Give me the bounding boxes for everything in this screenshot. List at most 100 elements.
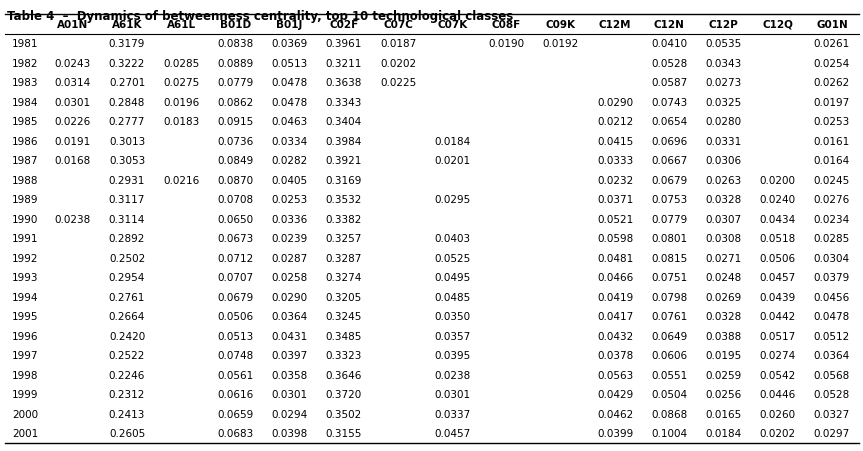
Text: 0.0285: 0.0285 <box>814 234 850 244</box>
Text: 0.0504: 0.0504 <box>652 390 687 400</box>
Text: 0.0245: 0.0245 <box>814 176 850 186</box>
Text: 0.2761: 0.2761 <box>109 293 145 303</box>
Text: 0.0513: 0.0513 <box>217 332 254 342</box>
Text: 0.0301: 0.0301 <box>434 390 470 400</box>
Text: 0.0506: 0.0506 <box>759 254 796 264</box>
Text: 0.2931: 0.2931 <box>109 176 145 186</box>
Text: 1992: 1992 <box>12 254 39 264</box>
Text: C12N: C12N <box>654 20 684 30</box>
Text: 0.0258: 0.0258 <box>272 273 308 283</box>
Text: 0.0395: 0.0395 <box>434 351 470 361</box>
Text: 0.0297: 0.0297 <box>814 429 850 439</box>
Text: 0.0399: 0.0399 <box>597 429 633 439</box>
Text: 0.0164: 0.0164 <box>814 156 850 166</box>
Text: 0.0243: 0.0243 <box>54 59 91 69</box>
Text: 0.3404: 0.3404 <box>325 117 362 127</box>
Text: 0.0202: 0.0202 <box>759 429 796 439</box>
Text: 1993: 1993 <box>12 273 39 283</box>
Text: 0.3961: 0.3961 <box>325 39 362 49</box>
Text: 2001: 2001 <box>12 429 39 439</box>
Text: 1987: 1987 <box>12 156 39 166</box>
Text: 0.0196: 0.0196 <box>163 98 199 108</box>
Text: 0.0683: 0.0683 <box>217 429 254 439</box>
Text: 0.0212: 0.0212 <box>597 117 633 127</box>
Text: 0.0815: 0.0815 <box>651 254 687 264</box>
Text: 0.0485: 0.0485 <box>434 293 470 303</box>
Text: 0.0446: 0.0446 <box>759 390 796 400</box>
Text: 0.3638: 0.3638 <box>325 78 362 88</box>
Text: 0.0398: 0.0398 <box>272 429 308 439</box>
Text: 0.0862: 0.0862 <box>217 98 254 108</box>
Text: 0.0274: 0.0274 <box>759 351 796 361</box>
Text: 0.3245: 0.3245 <box>325 312 362 322</box>
Text: 1990: 1990 <box>12 215 39 225</box>
Text: 0.2420: 0.2420 <box>109 332 145 342</box>
Text: 0.0542: 0.0542 <box>759 371 796 381</box>
Text: 0.0226: 0.0226 <box>54 117 91 127</box>
Text: 0.0168: 0.0168 <box>54 156 91 166</box>
Text: 0.0649: 0.0649 <box>651 332 687 342</box>
Text: 0.0667: 0.0667 <box>651 156 687 166</box>
Text: 0.0712: 0.0712 <box>217 254 254 264</box>
Text: 0.3205: 0.3205 <box>325 293 362 303</box>
Text: 0.0466: 0.0466 <box>597 273 633 283</box>
Text: 0.0273: 0.0273 <box>705 78 741 88</box>
Text: 0.0517: 0.0517 <box>759 332 796 342</box>
Text: 0.0779: 0.0779 <box>217 78 254 88</box>
Text: 0.0751: 0.0751 <box>651 273 687 283</box>
Text: 0.0328: 0.0328 <box>705 312 741 322</box>
Text: 0.0271: 0.0271 <box>705 254 741 264</box>
Text: 1999: 1999 <box>12 390 39 400</box>
Text: 0.0478: 0.0478 <box>272 78 308 88</box>
Text: 0.0294: 0.0294 <box>272 410 308 420</box>
Text: 0.0753: 0.0753 <box>651 195 687 205</box>
Text: C12Q: C12Q <box>762 20 793 30</box>
Text: 0.0328: 0.0328 <box>705 195 741 205</box>
Text: 0.3382: 0.3382 <box>325 215 362 225</box>
Text: 0.0301: 0.0301 <box>272 390 308 400</box>
Text: 0.0190: 0.0190 <box>488 39 525 49</box>
Text: 0.0275: 0.0275 <box>163 78 199 88</box>
Text: 0.0679: 0.0679 <box>651 176 687 186</box>
Text: 0.0696: 0.0696 <box>651 137 687 147</box>
Text: 0.0364: 0.0364 <box>272 312 308 322</box>
Text: 0.0429: 0.0429 <box>597 390 633 400</box>
Text: 0.3257: 0.3257 <box>325 234 362 244</box>
Text: 0.2246: 0.2246 <box>109 371 145 381</box>
Text: B01D: B01D <box>220 20 251 30</box>
Text: 0.0254: 0.0254 <box>814 59 850 69</box>
Text: C02F: C02F <box>330 20 358 30</box>
Text: 1984: 1984 <box>12 98 39 108</box>
Text: C08F: C08F <box>492 20 521 30</box>
Text: 0.0518: 0.0518 <box>759 234 796 244</box>
Text: C07C: C07C <box>383 20 413 30</box>
Text: 0.0889: 0.0889 <box>217 59 254 69</box>
Text: 0.3287: 0.3287 <box>325 254 362 264</box>
Text: 0.0239: 0.0239 <box>272 234 308 244</box>
Text: 0.0290: 0.0290 <box>272 293 308 303</box>
Text: 0.2664: 0.2664 <box>109 312 145 322</box>
Text: 0.0563: 0.0563 <box>597 371 633 381</box>
Text: 0.0457: 0.0457 <box>434 429 470 439</box>
Text: 0.0442: 0.0442 <box>759 312 796 322</box>
Text: 0.2701: 0.2701 <box>109 78 145 88</box>
Text: 0.0165: 0.0165 <box>705 410 741 420</box>
Text: 1983: 1983 <box>12 78 39 88</box>
Text: 0.0333: 0.0333 <box>597 156 633 166</box>
Text: 0.0314: 0.0314 <box>54 78 91 88</box>
Text: 1995: 1995 <box>12 312 39 322</box>
Text: 0.3222: 0.3222 <box>109 59 145 69</box>
Text: 0.0512: 0.0512 <box>814 332 850 342</box>
Text: 0.0419: 0.0419 <box>597 293 633 303</box>
Text: 0.3274: 0.3274 <box>325 273 362 283</box>
Text: 0.0403: 0.0403 <box>434 234 470 244</box>
Text: 1994: 1994 <box>12 293 39 303</box>
Text: 0.0260: 0.0260 <box>759 410 796 420</box>
Text: 0.0415: 0.0415 <box>597 137 633 147</box>
Text: 0.0369: 0.0369 <box>272 39 308 49</box>
Text: 0.3502: 0.3502 <box>325 410 362 420</box>
Text: 0.0849: 0.0849 <box>217 156 254 166</box>
Text: 0.0225: 0.0225 <box>380 78 416 88</box>
Text: 0.0202: 0.0202 <box>380 59 416 69</box>
Text: 0.0232: 0.0232 <box>597 176 633 186</box>
